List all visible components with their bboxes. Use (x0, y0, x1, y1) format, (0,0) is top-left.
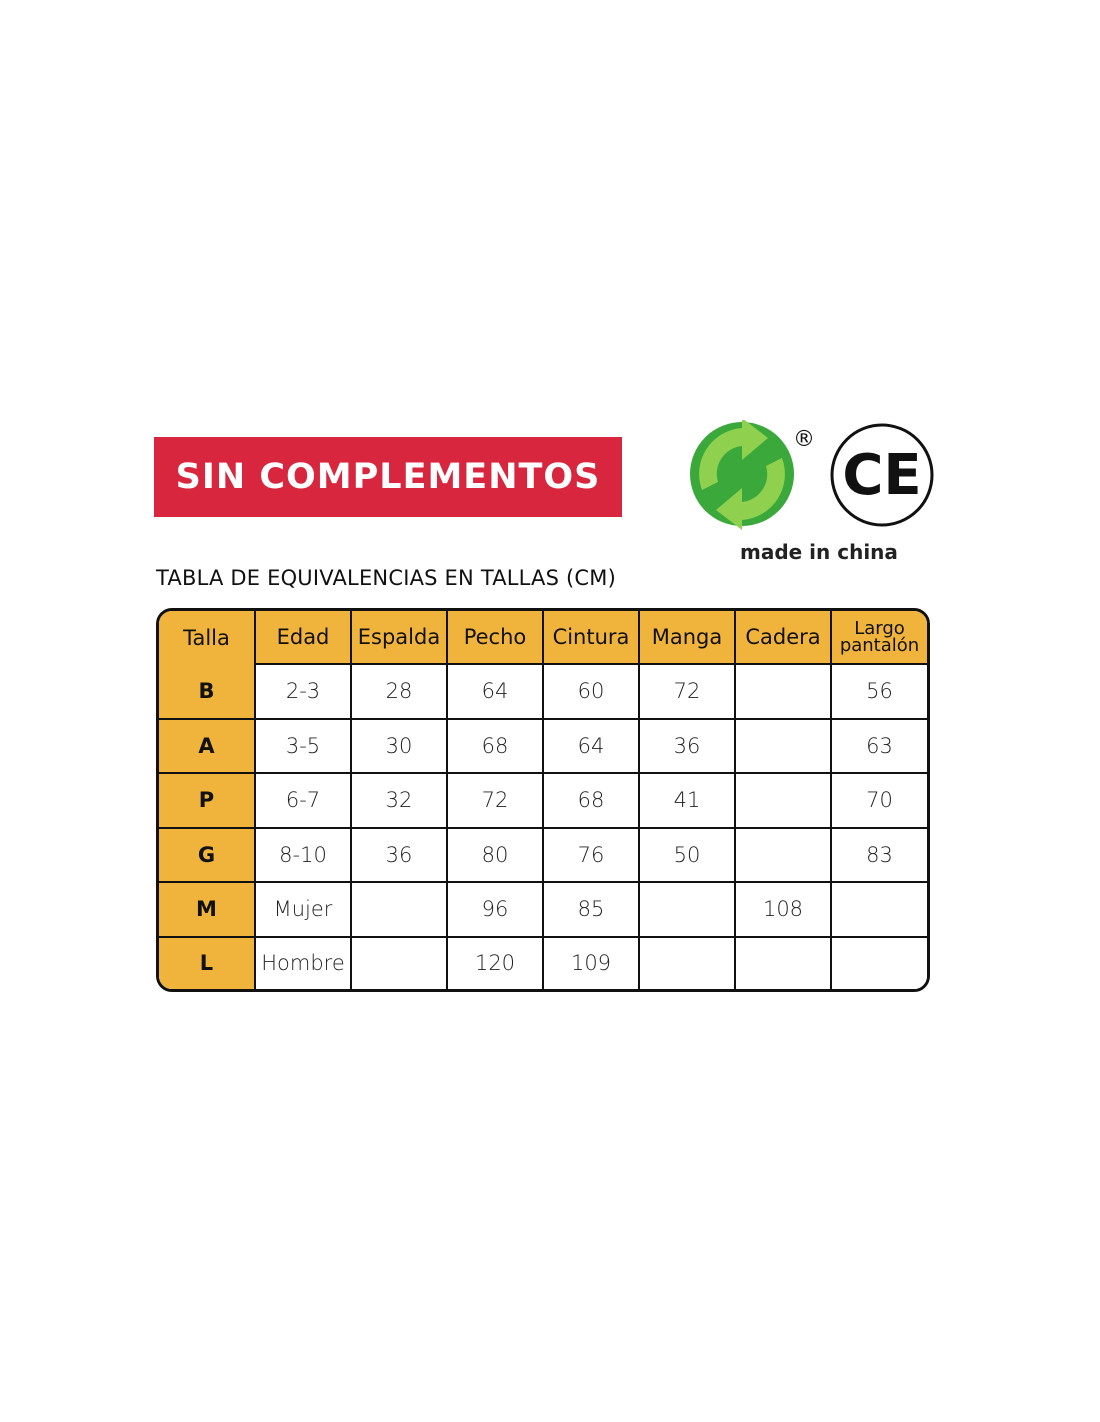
table-cell: 72 (446, 772, 544, 829)
table-cell: 60 (542, 663, 640, 720)
column-header: Edad (254, 611, 352, 664)
table-row: A 3-5 30 68 64 36 63 (159, 717, 927, 775)
size-table: Talla Edad Espalda Pecho Cintura Manga Cadera L… (156, 608, 930, 992)
table-cell: 64 (446, 663, 544, 720)
table-cell: 36 (638, 717, 736, 775)
column-header: Espalda (350, 611, 448, 664)
table-cell (638, 935, 736, 989)
table-row: M Mujer 96 85 108 (159, 881, 927, 938)
table-cell: 109 (542, 935, 640, 989)
table-cell: 28 (350, 663, 448, 720)
sin-complementos-banner: SIN COMPLEMENTOS (154, 437, 622, 517)
size-label: B (159, 664, 256, 720)
size-label: L (159, 935, 256, 989)
table-cell: 85 (542, 881, 640, 938)
size-label: M (159, 881, 256, 938)
svg-text:CE: CE (842, 443, 921, 508)
table-cell: 36 (350, 826, 448, 884)
column-header: Cadera (734, 611, 832, 664)
green-dot-logo-icon (690, 420, 794, 530)
table-cell: 6-7 (254, 772, 352, 829)
table-cell: 76 (542, 826, 640, 884)
table-cell: 30 (350, 717, 448, 775)
table-title: TABLA DE EQUIVALENCIAS EN TALLAS (CM) (156, 566, 616, 590)
ce-mark-icon: CE (830, 423, 934, 527)
table-cell: 50 (638, 826, 736, 884)
table-cell (734, 935, 832, 989)
column-header: Manga (638, 611, 736, 664)
made-in-china-text: made in china (740, 540, 898, 564)
column-header: Cintura (542, 611, 640, 664)
size-label: P (159, 772, 256, 829)
table-cell: 8-10 (254, 826, 352, 884)
table-cell (350, 881, 448, 938)
table-cell: 3-5 (254, 717, 352, 775)
table-header-row: Talla Edad Espalda Pecho Cintura Manga Cadera L… (159, 611, 927, 664)
table-cell (638, 881, 736, 938)
size-label: A (159, 717, 256, 775)
column-header: Pecho (446, 611, 544, 664)
certification-logos: ® CE (690, 420, 934, 530)
table-cell (830, 935, 927, 989)
table-cell: 32 (350, 772, 448, 829)
table-cell (350, 935, 448, 989)
table-cell (734, 717, 832, 775)
table-row: B 2-3 28 64 60 72 56 (159, 663, 927, 720)
table-cell: 63 (830, 717, 927, 775)
column-header: Talla (159, 611, 256, 664)
table-cell (734, 663, 832, 720)
table-cell: 41 (638, 772, 736, 829)
table-cell: 108 (734, 881, 832, 938)
column-header: Largo pantalón (830, 611, 927, 664)
table-cell: 120 (446, 935, 544, 989)
table-cell: 64 (542, 717, 640, 775)
table-row: L Hombre 120 109 (159, 935, 927, 989)
table-cell: 96 (446, 881, 544, 938)
table-cell: 68 (446, 717, 544, 775)
table-cell: 83 (830, 826, 927, 884)
size-label: G (159, 826, 256, 884)
table-cell: 80 (446, 826, 544, 884)
table-cell: 68 (542, 772, 640, 829)
table-cell: 2-3 (254, 663, 352, 720)
table-cell: Hombre (254, 935, 352, 989)
table-cell (734, 826, 832, 884)
registered-mark: ® (793, 427, 815, 452)
table-cell (830, 881, 927, 938)
table-cell (734, 772, 832, 829)
table-cell: 56 (830, 663, 927, 720)
table-row: G 8-10 36 80 76 50 83 (159, 826, 927, 884)
table-cell: Mujer (254, 881, 352, 938)
table-row: P 6-7 32 72 68 41 70 (159, 772, 927, 829)
table-cell: 70 (830, 772, 927, 829)
banner-text: SIN COMPLEMENTOS (175, 457, 601, 497)
table-cell: 72 (638, 663, 736, 720)
